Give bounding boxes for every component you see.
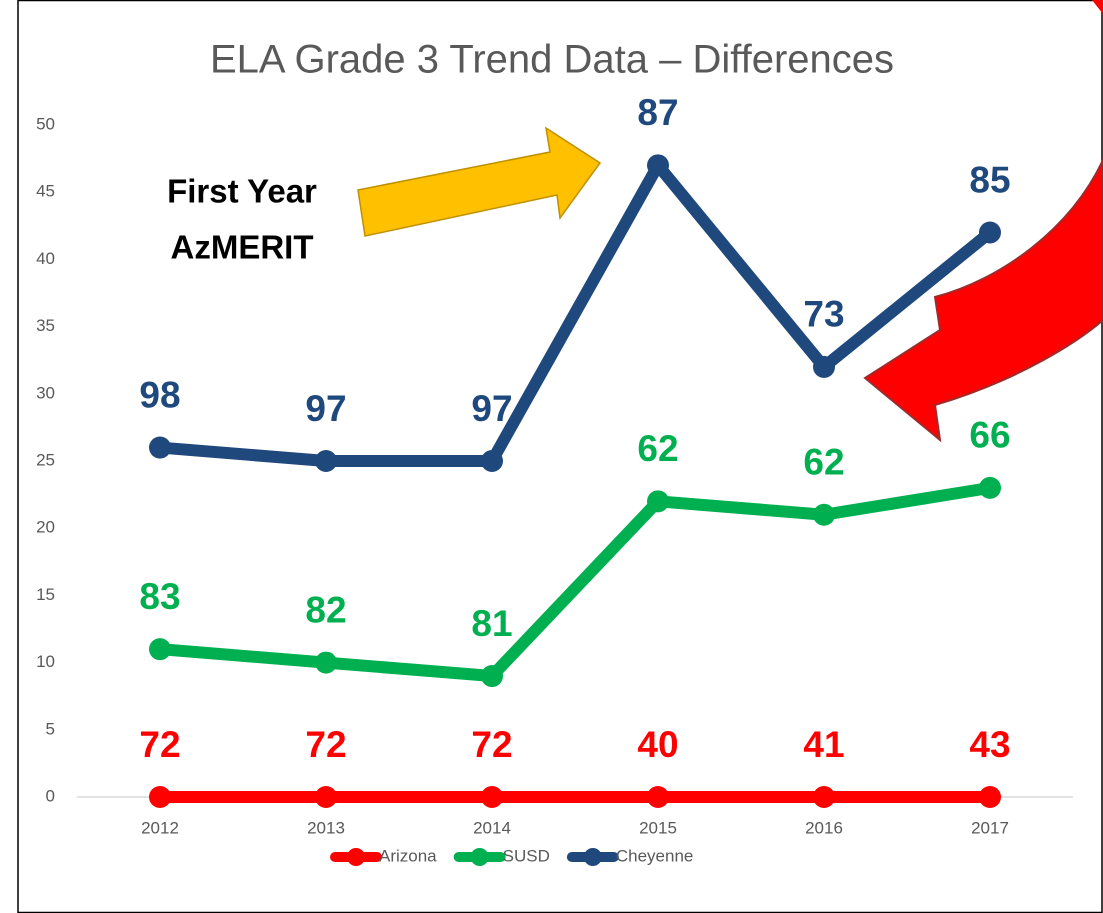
point-label: 72: [139, 724, 180, 765]
point: [315, 651, 337, 674]
y-tick-label: 25: [36, 450, 55, 469]
y-tick-label: 50: [36, 114, 55, 133]
y-tick-label: 20: [36, 518, 55, 537]
annotation: First Year: [167, 173, 317, 210]
point: [647, 786, 669, 808]
point-label: 40: [637, 724, 678, 765]
legend-marker: [470, 848, 489, 866]
point-label: 66: [969, 415, 1010, 456]
point: [979, 786, 1001, 808]
point-label: 85: [969, 159, 1010, 200]
red-arrow: [863, 159, 1103, 443]
point-label: 98: [139, 374, 180, 415]
y-tick-label: 10: [36, 652, 55, 671]
legend-label: SUSD: [503, 846, 550, 865]
point-label: 97: [471, 388, 512, 429]
legend-marker: [347, 848, 365, 866]
point: [149, 436, 171, 459]
point: [481, 786, 503, 808]
x-tick-label: 2013: [307, 818, 345, 837]
point: [647, 154, 669, 177]
yellow-arrow: [357, 126, 602, 237]
y-tick-label: 35: [36, 316, 55, 335]
x-tick-label: 2012: [141, 818, 179, 837]
y-tick-label: 0: [46, 786, 55, 805]
point: [813, 503, 835, 526]
y-tick-label: 15: [36, 585, 55, 604]
point: [315, 450, 337, 472]
point-label: 72: [471, 724, 512, 765]
point: [813, 355, 835, 378]
point-label: 62: [637, 428, 678, 469]
y-tick-label: 5: [46, 719, 55, 738]
legend-label: Cheyenne: [616, 846, 694, 865]
y-tick-label: 45: [36, 182, 55, 201]
point: [149, 786, 171, 808]
y-tick-label: 30: [36, 383, 55, 402]
point-label: 83: [139, 576, 180, 617]
point: [979, 221, 1001, 244]
point-label: 43: [969, 724, 1010, 765]
point: [149, 638, 171, 661]
legend-marker: [583, 848, 602, 866]
point-label: 81: [471, 603, 512, 644]
red-corner: [1092, 0, 1103, 14]
x-tick-label: 2016: [805, 818, 843, 837]
series-line: [159, 481, 991, 683]
point-label: 82: [305, 589, 346, 630]
x-tick-label: 2017: [971, 818, 1009, 837]
point: [979, 476, 1001, 499]
point-label: 72: [305, 724, 346, 765]
annotation: AzMERIT: [171, 229, 314, 266]
point: [481, 450, 503, 472]
point-label: 41: [803, 724, 844, 765]
x-tick-label: 2014: [473, 818, 511, 837]
y-tick-label: 40: [36, 249, 55, 268]
x-tick-label: 2015: [639, 818, 677, 837]
point: [481, 665, 503, 688]
point-label: 97: [305, 388, 346, 429]
point: [647, 490, 669, 513]
point-label: 73: [803, 294, 844, 335]
legend-label: Arizona: [379, 846, 437, 865]
point-label: 62: [803, 442, 844, 483]
series-line: [159, 159, 994, 467]
point-label: 87: [637, 92, 678, 133]
point: [813, 786, 835, 808]
chart-title: ELA Grade 3 Trend Data – Differences: [210, 38, 894, 82]
point: [315, 786, 337, 808]
